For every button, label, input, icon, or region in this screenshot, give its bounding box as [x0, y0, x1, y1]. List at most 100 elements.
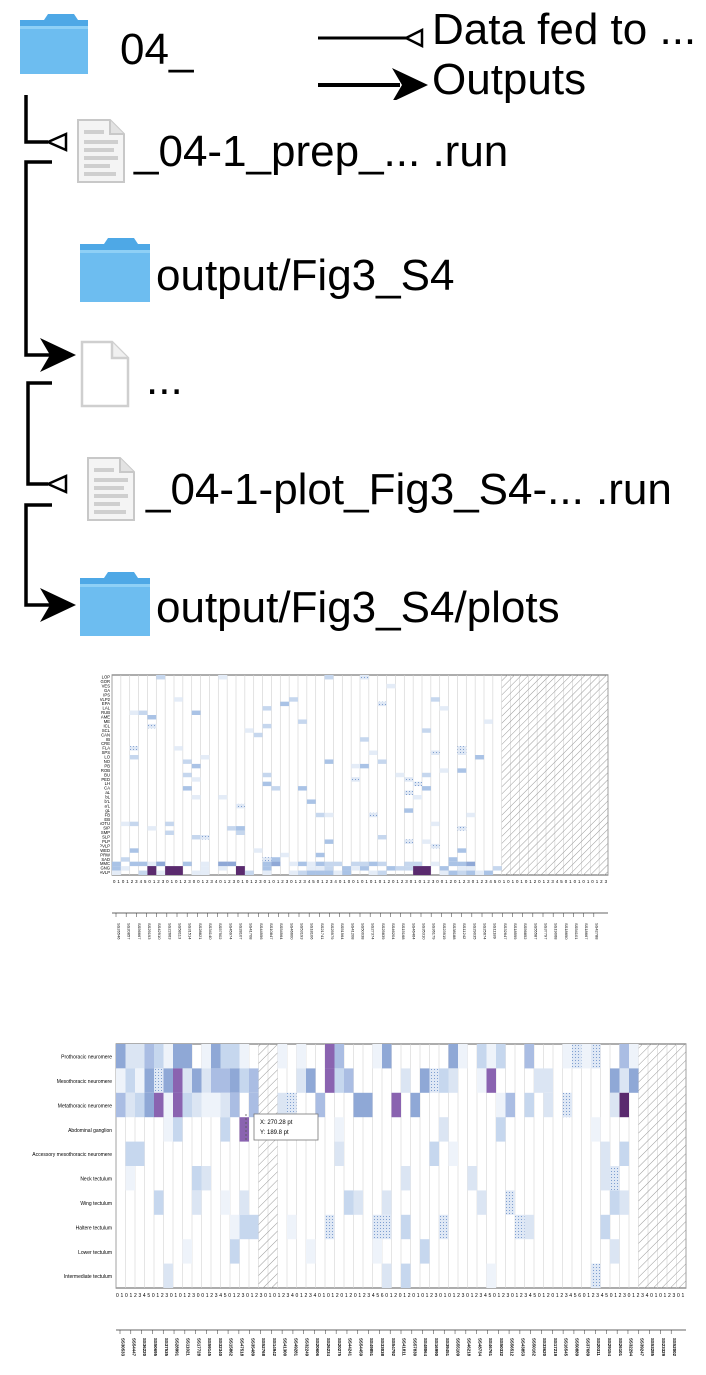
heatmap-cell — [466, 866, 476, 871]
hatched-region — [638, 1044, 686, 1288]
heatmap-cell-dark — [391, 1092, 401, 1118]
x-tick-label: 5 — [560, 879, 563, 884]
x-tick-label: 1 — [497, 1293, 500, 1299]
x-name-label: SS23329 — [661, 1338, 666, 1357]
heatmap-cell — [629, 1044, 639, 1069]
heatmap-cell — [262, 723, 272, 729]
x-tick-label: 5 — [376, 1293, 379, 1299]
x-tick-label: 2 — [534, 879, 537, 884]
heatmap-cell — [239, 1190, 249, 1215]
x-tick-label: 2 — [363, 1293, 366, 1299]
heatmap-cell — [382, 1044, 392, 1069]
x-tick-label: 1 — [120, 1293, 123, 1299]
x-tick-label: 1 — [126, 879, 129, 884]
heatmap-cell — [475, 755, 484, 760]
x-name-label: SS37797 — [544, 923, 549, 940]
heatmap-cell — [372, 1239, 382, 1264]
x-name-label: SS50162 — [531, 1338, 536, 1357]
heatmap-cell — [401, 1068, 411, 1093]
x-tick-label: 1 — [426, 1293, 429, 1299]
row-label: Neck tectulum — [80, 1177, 112, 1183]
row-label: AME — [101, 715, 110, 720]
folder-icon[interactable] — [18, 12, 90, 76]
heatmap-cell — [306, 1239, 316, 1264]
heatmap-cell — [191, 870, 201, 875]
heatmap-cell — [543, 1068, 553, 1093]
node5-label: output/Fig3_S4/plots — [156, 583, 560, 632]
x-tick-label: 0 — [507, 879, 510, 884]
heatmap-cell — [429, 1141, 439, 1166]
x-name-label: SS42910 — [157, 923, 162, 940]
heatmap-cell — [230, 1214, 240, 1240]
x-tick-label: 0 — [179, 1293, 182, 1299]
heatmap-cell — [333, 861, 343, 867]
x-tick-label: 2 — [188, 1293, 191, 1299]
heatmap-cell — [496, 1044, 506, 1069]
x-name-label: SS57502 — [218, 923, 223, 940]
x-tick-label: 2 — [463, 879, 466, 884]
heatmap-cell — [156, 675, 166, 680]
x-tick-label: 0 — [272, 879, 275, 884]
x-tick-label: 1 — [587, 1293, 590, 1299]
heatmap-cell — [271, 861, 281, 867]
x-name-label: SS49851 — [369, 1338, 374, 1357]
heatmap-cell — [262, 861, 272, 867]
heatmap-cell — [351, 763, 360, 769]
heatmap-cell — [271, 786, 281, 791]
heatmap-cell — [619, 1141, 629, 1166]
x-tick-label: 2 — [560, 1293, 563, 1299]
x-tick-label: 0 — [264, 1293, 267, 1299]
x-tick-label: 0 — [116, 1293, 119, 1299]
x-name-label: SS54101 — [574, 923, 579, 940]
file-icon[interactable] — [80, 340, 130, 408]
tooltip-line1: X: 270.28 pt — [260, 1120, 293, 1126]
heatmap-cell — [524, 1214, 534, 1240]
heatmap-cell-dark — [325, 1044, 335, 1069]
heatmap-cell — [591, 1117, 601, 1142]
x-tick-label: 0 — [317, 879, 320, 884]
x-tick-label: 0 — [466, 1293, 469, 1299]
x-tick-label: 1 — [268, 879, 271, 884]
heatmap-cell — [430, 821, 440, 827]
heatmap-cell — [484, 719, 493, 724]
x-tick-label: 1 — [417, 1293, 420, 1299]
heatmap-cell — [360, 861, 369, 867]
x-name-label: SS46464 — [411, 923, 416, 940]
x-tick-label: 3 — [330, 879, 333, 884]
x-tick-label: 2 — [326, 879, 329, 884]
heatmap-cell-dark — [154, 1092, 164, 1118]
row-label: FB — [105, 812, 111, 817]
heatmap-cell — [129, 755, 139, 760]
x-name-label: SS56852 — [523, 923, 528, 940]
x-name-label: SS17728 — [196, 1338, 201, 1357]
x-tick-label: 2 — [349, 1293, 352, 1299]
x-name-label: SS39247 — [639, 1338, 644, 1357]
x-tick-label: 4 — [215, 879, 218, 884]
x-tick-label: 1 — [503, 879, 506, 884]
row-label: SMP — [101, 830, 110, 835]
x-tick-label: 2 — [520, 1293, 523, 1299]
x-tick-label: 1 — [129, 1293, 132, 1299]
heatmap-cell — [165, 830, 174, 835]
x-tick-label: 3 — [188, 879, 191, 884]
heatmap-cell — [129, 848, 139, 853]
x-tick-label: 1 — [250, 879, 253, 884]
x-tick-label: 4 — [489, 879, 492, 884]
folder-icon[interactable] — [78, 570, 152, 638]
document-icon[interactable] — [86, 456, 136, 522]
x-tick-label: 3 — [551, 879, 554, 884]
heatmap-cell — [289, 870, 298, 875]
x-tick-label: 0 — [525, 879, 528, 884]
x-tick-label: 3 — [135, 879, 138, 884]
heatmap-cell — [477, 1190, 487, 1215]
x-name-label: SS56667 — [137, 923, 142, 940]
x-tick-label: 1 — [358, 1293, 361, 1299]
x-name-label: SS16545 — [564, 1338, 569, 1357]
document-icon[interactable] — [76, 118, 126, 184]
folder-icon[interactable] — [78, 236, 152, 304]
x-tick-label: 1 — [365, 879, 368, 884]
x-tick-label: 1 — [179, 879, 182, 884]
heatmap-cell — [182, 786, 192, 791]
x-name-label: SS11021 — [185, 1338, 190, 1356]
x-tick-label: 2 — [592, 1293, 595, 1299]
